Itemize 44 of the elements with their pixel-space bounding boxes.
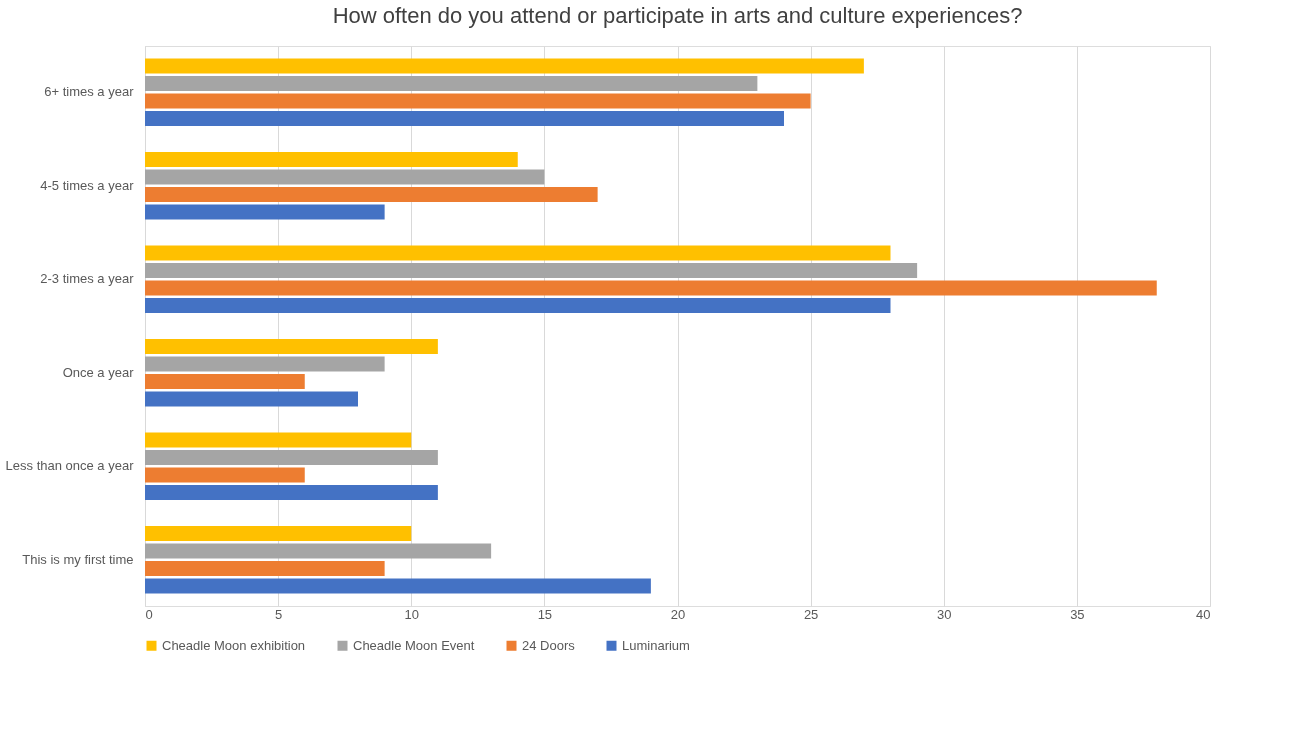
chart-title: How often do you attend or participate in arts and culture experiences? — [332, 3, 1023, 28]
x-tick-label: 20 — [670, 606, 686, 622]
bar — [145, 338, 438, 354]
bar — [145, 58, 864, 74]
bar — [145, 187, 598, 203]
x-tick-label: 15 — [537, 606, 553, 622]
bar — [145, 280, 1157, 296]
bar — [145, 262, 918, 278]
y-tick-label: Less than once a year — [5, 458, 135, 474]
bar — [145, 356, 385, 372]
x-tick-label: 0 — [145, 606, 153, 622]
x-tick-label: 25 — [803, 606, 819, 622]
legend-label: 24 Doors — [522, 637, 576, 653]
bar — [145, 525, 412, 541]
bar — [145, 432, 412, 448]
bar — [145, 374, 305, 390]
bar — [145, 204, 385, 220]
legend-label: Cheadle Moon Event — [353, 637, 475, 653]
y-tick-label: This is my first time — [22, 551, 134, 567]
bar — [145, 485, 438, 501]
x-tick-label: 35 — [1070, 606, 1085, 622]
x-tick-label: 30 — [937, 606, 952, 622]
legend-label: Cheadle Moon exhibition — [162, 637, 306, 653]
bar — [145, 467, 305, 483]
x-tick-label: 40 — [1196, 606, 1211, 622]
x-tick-label: 5 — [275, 606, 283, 622]
bar — [145, 449, 438, 465]
y-tick-label: 4-5 times a year — [40, 177, 135, 193]
y-tick-label: 6+ times a year — [44, 84, 135, 100]
legend-label: Luminarium — [622, 637, 690, 653]
bar — [145, 391, 358, 407]
x-tick-label: 10 — [404, 606, 419, 622]
bar — [145, 578, 651, 594]
bar — [145, 560, 385, 576]
bar — [145, 543, 492, 559]
bar — [145, 245, 891, 261]
y-tick-label: 2-3 times a year — [40, 271, 135, 287]
bar — [145, 169, 545, 185]
bar — [145, 298, 891, 314]
bar — [145, 111, 784, 127]
bar — [145, 151, 518, 167]
y-tick-label: Once a year — [62, 364, 135, 380]
bar — [145, 93, 811, 109]
bar — [145, 76, 758, 92]
